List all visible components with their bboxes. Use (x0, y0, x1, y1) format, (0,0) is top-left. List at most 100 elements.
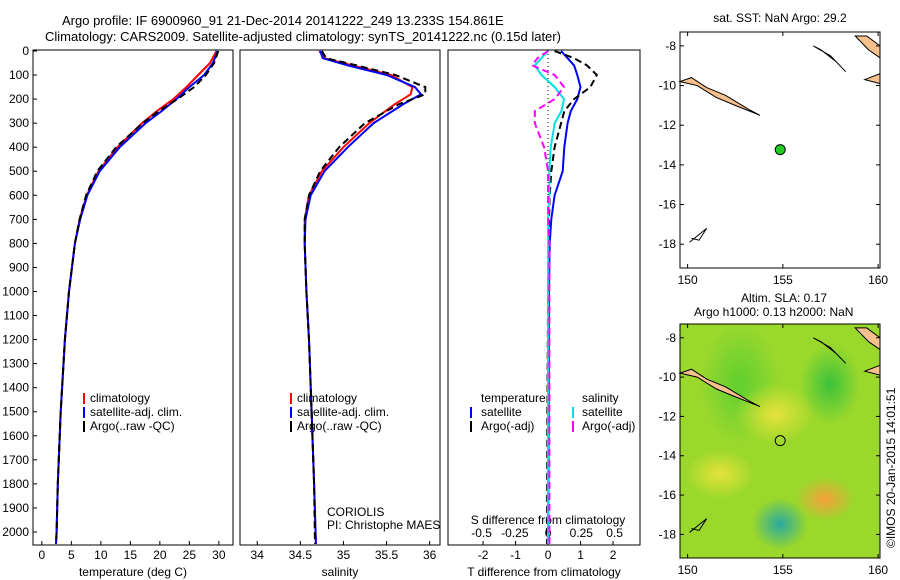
title-line-1: Argo profile: IF 6900960_91 21-Dec-2014 … (62, 13, 504, 28)
legend-label: climatology (90, 391, 150, 405)
legend-label: salinity (582, 391, 619, 405)
watermark: ©IMOS 20-Jan-2015 14:01:51 (884, 387, 898, 548)
x-tick-label: 2 (610, 548, 617, 562)
legend-swatch (572, 421, 574, 432)
legend-swatch (290, 393, 292, 404)
x-tick-label: 160 (868, 563, 888, 577)
x-tick-label: 35.5 (375, 548, 399, 562)
y-tick-label: 600 (9, 188, 29, 202)
map-title: sat. SST: NaN Argo: 29.2 (713, 11, 847, 25)
annotation-text: PI: Christophe MAES (327, 518, 440, 532)
x-tick-label: -1 (510, 548, 521, 562)
legend-label: satellite (582, 405, 623, 419)
legend-label: Argo(-adj) (582, 419, 635, 433)
s-tick-label: 0.5 (606, 526, 623, 540)
map-frame (679, 31, 881, 269)
y-tick-label: 200 (9, 92, 29, 106)
x-axis-label: temperature (deg C) (79, 565, 187, 579)
y-tick-label: 300 (9, 116, 29, 130)
x-tick-label: -2 (478, 548, 489, 562)
s-tick-label: 0.25 (570, 526, 594, 540)
y-tick-label: -18 (659, 237, 677, 251)
map-frame (679, 323, 881, 559)
legend-swatch (290, 407, 292, 418)
x-tick-label: 5 (68, 548, 75, 562)
x-tick-label: 0 (545, 548, 552, 562)
y-tick-label: 1900 (2, 501, 29, 515)
annotation-text: CORIOLIS (327, 505, 384, 519)
y-tick-label: 1000 (2, 284, 29, 298)
legend-swatch (572, 407, 574, 418)
x-tick-label: 34 (251, 548, 265, 562)
y-tick-label: -14 (659, 158, 677, 172)
plot-frame (239, 49, 441, 546)
legend-swatch (83, 407, 85, 418)
map-sla: 150 155 160 -8 -10 -12 -14 -16 -18 Altim. SLA: 0.… (659, 291, 889, 577)
y-tick-label: -8 (665, 331, 676, 345)
legend-swatch (470, 421, 472, 432)
x-tick-label: 160 (868, 273, 888, 287)
y-tick-label: 1700 (2, 453, 29, 467)
land-mass (678, 77, 761, 116)
x-tick-label: 36 (423, 548, 437, 562)
x-axis-label: T difference from climatology (467, 565, 621, 579)
y-tick-label: 2000 (2, 525, 29, 539)
legend-swatch (83, 421, 85, 432)
legend-label: Argo(-adj) (481, 419, 534, 433)
land-mass (854, 35, 881, 59)
legend-label: satellite (481, 405, 522, 419)
land-mass (813, 337, 847, 364)
y-tick-label: 0 (22, 44, 29, 58)
x-tick-label: 10 (94, 548, 108, 562)
legend-swatch (470, 407, 472, 418)
x-tick-label: 155 (773, 273, 793, 287)
land-mass (863, 72, 881, 85)
x-tick-label: 0 (39, 548, 46, 562)
land-mass (854, 327, 881, 351)
s-tick-label: -0.25 (501, 526, 529, 540)
series-line-argo-raw-qc- (303, 50, 427, 545)
argo-position-marker (774, 435, 786, 447)
x-tick-label: 30 (212, 548, 226, 562)
y-tick-label: 100 (9, 68, 29, 82)
plot-frame (32, 49, 234, 546)
argo-position-marker (774, 144, 786, 156)
x-tick-label: 155 (773, 563, 793, 577)
x-tick-label: 150 (678, 273, 698, 287)
x-tick-label: 20 (153, 548, 167, 562)
legend-label: Argo(..raw -QC) (90, 419, 175, 433)
title-line-2: Climatology: CARS2009. Satellite-adjuste… (45, 29, 561, 44)
series-line-climatology (303, 50, 414, 545)
reef-outline (689, 518, 708, 533)
sla-heatmap (680, 324, 880, 558)
y-tick-label: -16 (659, 198, 677, 212)
y-tick-label: 900 (9, 260, 29, 274)
x-tick-label: 25 (183, 548, 197, 562)
y-tick-label: -16 (659, 488, 677, 502)
legend-label: satellite-adj. clim. (90, 405, 182, 419)
land-mass (863, 364, 881, 376)
land-mass (813, 45, 847, 73)
series-line-temperature-satellite (547, 50, 582, 545)
land-mass (678, 368, 761, 408)
y-tick-label: 1100 (3, 309, 29, 323)
legend-label: satellite-adj. clim. (297, 405, 389, 419)
legend-swatch (290, 421, 292, 432)
y-tick-label: -10 (659, 370, 677, 384)
series-line-salinity-argo-adj- (530, 50, 566, 544)
y-tick-label: -12 (659, 118, 677, 132)
x-axis-label: salinity (322, 565, 359, 579)
x-tick-label: 150 (678, 563, 698, 577)
y-tick-label: 1300 (2, 357, 29, 371)
y-tick-label: 700 (9, 212, 29, 226)
series-line-satellite-adj-clim- (55, 50, 219, 545)
map-title-line-2: Argo h1000: 0.13 h2000: NaN (694, 305, 853, 319)
y-tick-label: 1200 (2, 333, 29, 347)
y-tick-label: -10 (659, 79, 677, 93)
series-line-argo-raw-qc- (55, 50, 220, 545)
y-tick-label: -14 (659, 449, 677, 463)
y-tick-label: 400 (9, 140, 29, 154)
x-tick-label: 35 (337, 548, 351, 562)
